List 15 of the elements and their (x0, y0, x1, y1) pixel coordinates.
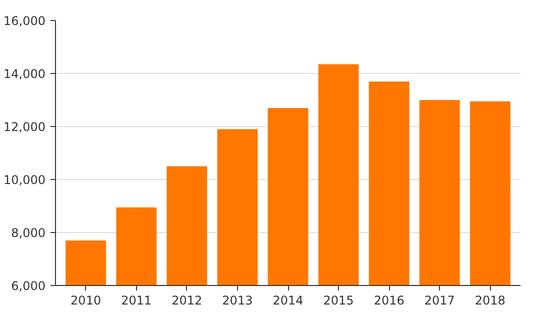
x-tick-label: 2010 (70, 294, 102, 308)
x-tick-label: 2015 (323, 294, 354, 308)
x-tick-label: 2017 (424, 294, 455, 308)
x-tick-label: 2011 (121, 294, 152, 308)
x-tick-label: 2014 (272, 294, 304, 308)
x-tick-label: 2013 (222, 294, 253, 308)
y-tick-label: 16,000 (4, 14, 46, 28)
x-tick-label: 2012 (172, 294, 202, 308)
y-tick-label: 6,000 (11, 279, 46, 293)
y-tick-label: 12,000 (4, 120, 46, 134)
x-tick-label: 2016 (374, 294, 404, 308)
x-tick-label: 2018 (474, 294, 506, 308)
y-tick-label: 14,000 (4, 67, 46, 81)
y-tick-label: 8,000 (11, 226, 46, 240)
y-tick-label: 10,000 (4, 173, 46, 187)
